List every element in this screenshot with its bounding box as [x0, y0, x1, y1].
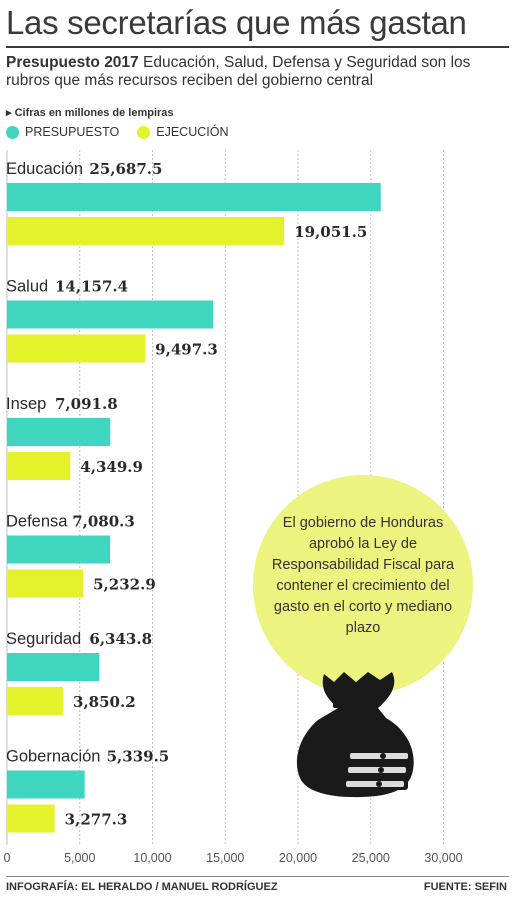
- callout-bubble: [253, 475, 473, 695]
- legend: PRESUPUESTO EJECUCIÓN: [6, 125, 228, 139]
- x-tick-label: 30,000: [424, 851, 462, 865]
- bar-ejecucion: [7, 452, 71, 480]
- bar-ejecucion: [7, 687, 64, 715]
- legend-label-presupuesto: PRESUPUESTO: [25, 125, 120, 139]
- money-bag-icon: [296, 672, 414, 798]
- bar-presupuesto: [7, 535, 111, 564]
- x-tick-label: 10,000: [133, 851, 171, 865]
- category-label: Salud: [6, 278, 48, 296]
- legend-item-presupuesto: PRESUPUESTO: [6, 125, 119, 139]
- callout-text: El gobierno de Honduras aprobó la Ley de…: [271, 515, 455, 636]
- footer-credit: INFOGRAFÍA: EL HERALDO / MANUEL RODRÍGUE…: [6, 881, 278, 893]
- x-tick-label: 0: [4, 851, 11, 865]
- title-rule: [6, 46, 509, 48]
- units-note: ▸ Cifras en millones de lempiras: [6, 107, 174, 119]
- footer-rule: [6, 876, 509, 877]
- legend-swatch-presupuesto: [6, 125, 19, 139]
- x-tick-label: 25,000: [352, 851, 390, 865]
- chart-subtitle: Presupuesto 2017 Educación, Salud, Defen…: [6, 54, 506, 90]
- bar-ejecucion: [7, 569, 84, 598]
- category-label: Gobernación: [6, 748, 100, 766]
- bar-ejecucion: [7, 804, 55, 833]
- bar-presupuesto: [7, 300, 213, 329]
- category-label: Educación: [6, 160, 83, 178]
- grid-layer: [6, 150, 444, 845]
- bar-presupuesto: [7, 418, 111, 446]
- data-label-ejecucion: 9,497.3: [155, 341, 218, 359]
- bar-ejecucion: [7, 334, 146, 363]
- data-label-ejecucion: 4,349.9: [80, 458, 143, 476]
- category-label: Defensa: [6, 513, 68, 531]
- bar-ejecucion: [7, 217, 285, 245]
- legend-label-ejecucion: EJECUCIÓN: [156, 125, 229, 139]
- x-tick-label: 5,000: [64, 851, 95, 865]
- category-label: Insep: [6, 395, 46, 413]
- bar-presupuesto: [7, 770, 85, 799]
- data-label-ejecucion: 19,051.5: [294, 223, 367, 241]
- bar-presupuesto: [7, 183, 381, 211]
- bar-chart: Educación 25,687.5 19,051.5 Salud 14,157.4 9,…: [4, 150, 473, 865]
- footer-source: FUENTE: SEFIN: [423, 881, 507, 893]
- chart-title: Las secretarías que más gastan: [6, 4, 467, 41]
- legend-swatch-ejecucion: [137, 125, 151, 139]
- data-label-ejecucion: 3,277.3: [65, 811, 128, 829]
- data-label-presupuesto: 25,687.5: [89, 160, 162, 178]
- tick-layer: 0 5,000 10,000 15,000 20,000 25,000 30,000: [4, 851, 463, 865]
- data-label-presupuesto: 7,080.3: [72, 513, 135, 531]
- data-label-presupuesto: 6,343.8: [89, 630, 152, 648]
- legend-item-ejecucion: EJECUCIÓN: [137, 125, 228, 139]
- subtitle-bold: Presupuesto 2017: [6, 54, 139, 71]
- subtitle-text: Educación, Salud, Defensa y Seguridad so…: [6, 54, 471, 89]
- x-tick-label: 20,000: [279, 851, 317, 865]
- data-label-ejecucion: 3,850.2: [73, 693, 136, 711]
- bar-presupuesto: [7, 653, 100, 681]
- category-label: Seguridad: [6, 630, 81, 648]
- data-label-presupuesto: 7,091.8: [55, 395, 118, 413]
- data-label-ejecucion: 5,232.9: [93, 576, 156, 594]
- data-label-presupuesto: 14,157.4: [55, 278, 128, 296]
- label-layer: Educación 25,687.5 19,051.5 Salud 14,157.4 9,…: [6, 160, 367, 829]
- x-tick-label: 15,000: [206, 851, 244, 865]
- data-label-presupuesto: 5,339.5: [107, 748, 170, 766]
- bar-layer: [7, 183, 381, 833]
